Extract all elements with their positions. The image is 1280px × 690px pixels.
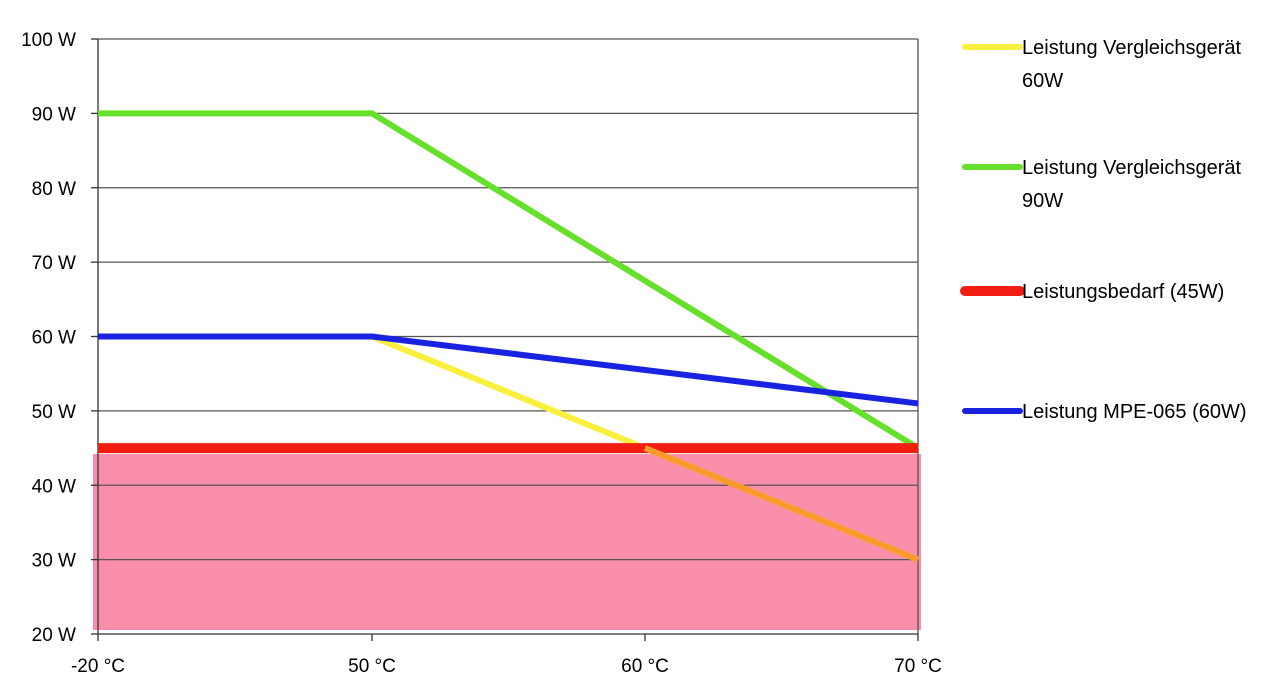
shaded-region	[93, 454, 921, 630]
y-tick-label: 90 W	[32, 104, 76, 125]
y-tick-label: 30 W	[32, 551, 76, 572]
y-tick-label: 20 W	[32, 625, 76, 646]
x-tick-labels: -20 °C 50 °C 60 °C 70 °C	[71, 656, 942, 677]
x-tick-label: 60 °C	[621, 656, 669, 677]
legend-label: 90W	[1022, 190, 1063, 212]
series-line-0-overlap	[643, 445, 920, 563]
x-tick-label: 70 °C	[894, 656, 942, 677]
y-tick-label: 100 W	[21, 30, 76, 51]
legend-label: 60W	[1022, 70, 1063, 92]
legend-label: Leistung MPE-065 (60W)	[1022, 401, 1247, 423]
legend-label: Leistung Vergleichsgerät	[1022, 157, 1241, 179]
x-tick-label: -20 °C	[71, 656, 125, 677]
shaded-region-layer	[93, 454, 921, 630]
series-layer	[98, 110, 920, 563]
axes-layer	[91, 38, 919, 641]
series-line-1	[98, 110, 920, 451]
y-tick-label: 70 W	[32, 253, 76, 274]
series-line-3	[98, 333, 919, 407]
legend-label: Leistungsbedarf (45W)	[1022, 281, 1224, 303]
legend-label: Leistung Vergleichsgerät	[1022, 37, 1241, 59]
y-tick-label: 40 W	[32, 476, 76, 497]
x-tick-label: 50 °C	[348, 656, 396, 677]
y-tick-label: 80 W	[32, 179, 76, 200]
y-tick-label: 50 W	[32, 402, 76, 423]
y-tick-label: 60 W	[32, 328, 76, 349]
y-tick-labels: 20 W 30 W 40 W 50 W 60 W 70 W 80 W 90 W 100 W	[21, 30, 76, 646]
legend: Leistung Vergleichsgerät 60W Leistung Verg…	[960, 37, 1247, 423]
